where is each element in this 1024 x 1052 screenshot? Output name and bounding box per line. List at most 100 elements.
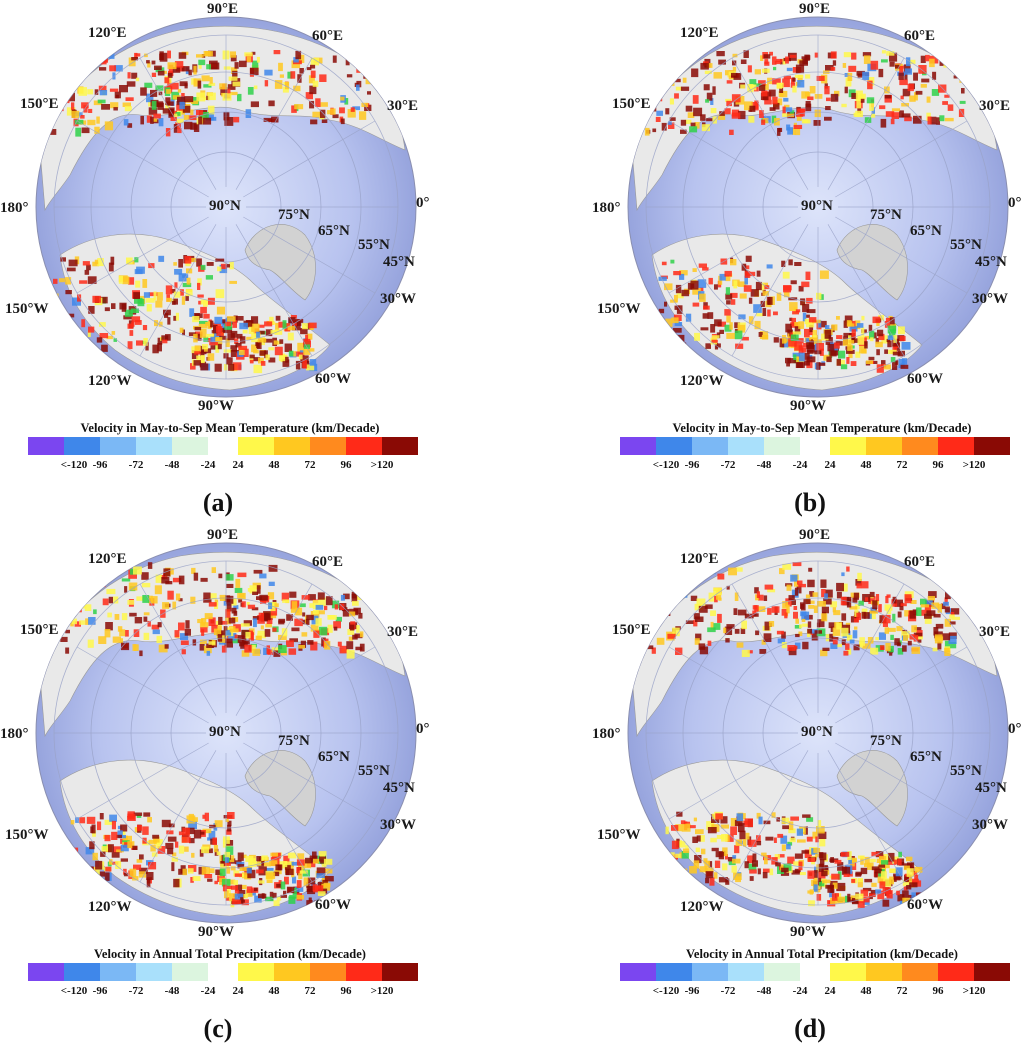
velocity-cell bbox=[863, 612, 870, 619]
velocity-cell bbox=[863, 55, 871, 64]
label-55N: 55°N bbox=[358, 763, 390, 779]
velocity-cell bbox=[284, 863, 291, 870]
velocity-cell bbox=[280, 894, 287, 898]
velocity-cell bbox=[719, 111, 725, 116]
velocity-cell bbox=[57, 303, 61, 312]
velocity-cell bbox=[43, 118, 48, 125]
velocity-cell bbox=[785, 357, 791, 364]
velocity-cell bbox=[324, 605, 328, 611]
velocity-cell bbox=[132, 876, 139, 881]
velocity-cell bbox=[272, 892, 277, 899]
velocity-cell bbox=[897, 894, 905, 902]
velocity-cell bbox=[122, 102, 131, 107]
velocity-cell bbox=[755, 281, 762, 291]
velocity-cell bbox=[293, 57, 299, 63]
velocity-cell bbox=[184, 121, 193, 130]
velocity-cell bbox=[235, 342, 242, 348]
velocity-cell bbox=[65, 277, 72, 285]
velocity-cell bbox=[84, 269, 90, 275]
legend-swatch bbox=[620, 437, 656, 455]
velocity-cell bbox=[667, 594, 674, 598]
velocity-cell bbox=[822, 647, 830, 651]
velocity-cell bbox=[676, 811, 683, 817]
velocity-cell bbox=[885, 317, 891, 322]
velocity-cell bbox=[752, 853, 757, 862]
velocity-cell bbox=[792, 562, 802, 567]
velocity-cell bbox=[759, 110, 764, 118]
velocity-cell bbox=[209, 593, 217, 600]
velocity-cell bbox=[115, 860, 122, 869]
velocity-cell bbox=[633, 54, 639, 64]
velocity-cell bbox=[214, 363, 222, 372]
velocity-cell bbox=[79, 817, 86, 824]
legend-swatch bbox=[866, 437, 902, 455]
velocity-cell bbox=[60, 343, 69, 349]
velocity-cell bbox=[233, 315, 238, 323]
velocity-cell bbox=[817, 820, 822, 829]
velocity-cell bbox=[219, 868, 226, 876]
velocity-cell bbox=[834, 859, 842, 864]
velocity-cell bbox=[296, 867, 301, 874]
velocity-cell bbox=[930, 116, 937, 125]
velocity-cell bbox=[198, 59, 206, 66]
velocity-cell bbox=[836, 316, 840, 320]
velocity-cell bbox=[846, 357, 850, 364]
velocity-cell bbox=[210, 336, 216, 345]
velocity-cell bbox=[647, 311, 656, 317]
velocity-cell bbox=[265, 354, 270, 360]
velocity-cell bbox=[124, 106, 132, 112]
velocity-cell bbox=[791, 870, 800, 875]
velocity-cell bbox=[867, 612, 872, 619]
velocity-cell bbox=[695, 847, 700, 853]
velocity-cell bbox=[264, 80, 269, 87]
velocity-cell bbox=[207, 297, 215, 305]
velocity-cell bbox=[101, 104, 110, 110]
velocity-cell bbox=[798, 321, 805, 329]
velocity-cell bbox=[36, 72, 43, 77]
velocity-cell bbox=[718, 851, 724, 860]
velocity-cell bbox=[927, 596, 935, 601]
velocity-cell bbox=[365, 76, 374, 85]
velocity-cell bbox=[306, 364, 315, 371]
velocity-cell bbox=[764, 621, 770, 631]
velocity-cell bbox=[861, 349, 867, 354]
velocity-cell bbox=[134, 644, 139, 651]
velocity-cell bbox=[869, 610, 878, 614]
velocity-cell bbox=[901, 103, 909, 107]
velocity-cell bbox=[271, 647, 279, 652]
velocity-cell bbox=[247, 604, 256, 609]
velocity-cell bbox=[671, 854, 678, 860]
velocity-cell bbox=[356, 80, 362, 88]
velocity-cell bbox=[245, 889, 253, 897]
legend-swatch bbox=[902, 963, 938, 981]
panel-caption: (b) bbox=[794, 488, 826, 517]
velocity-cell bbox=[238, 345, 248, 350]
velocity-cell bbox=[816, 826, 825, 834]
velocity-cell bbox=[205, 275, 213, 280]
velocity-cell bbox=[754, 587, 759, 594]
velocity-cell bbox=[213, 845, 218, 853]
velocity-cell bbox=[265, 896, 274, 902]
velocity-cell bbox=[132, 644, 137, 651]
velocity-cell bbox=[157, 622, 162, 628]
velocity-cell bbox=[649, 70, 656, 75]
velocity-cell bbox=[86, 264, 91, 271]
meridian-line bbox=[76, 120, 209, 198]
velocity-cell bbox=[773, 337, 779, 343]
velocity-cell bbox=[885, 111, 895, 117]
velocity-cell bbox=[798, 861, 803, 871]
velocity-cell bbox=[897, 642, 901, 647]
velocity-cell bbox=[244, 644, 252, 653]
velocity-cell bbox=[832, 882, 838, 889]
velocity-cell bbox=[143, 612, 150, 616]
velocity-cell bbox=[203, 51, 211, 57]
label-60E: 60°E bbox=[312, 554, 343, 570]
velocity-cell bbox=[278, 634, 287, 640]
velocity-cell bbox=[203, 313, 210, 319]
velocity-cell bbox=[804, 826, 808, 835]
velocity-cell bbox=[911, 892, 916, 900]
velocity-cell bbox=[763, 633, 772, 642]
velocity-cell bbox=[93, 609, 97, 615]
velocity-cell bbox=[949, 621, 956, 625]
velocity-cell bbox=[82, 342, 87, 349]
